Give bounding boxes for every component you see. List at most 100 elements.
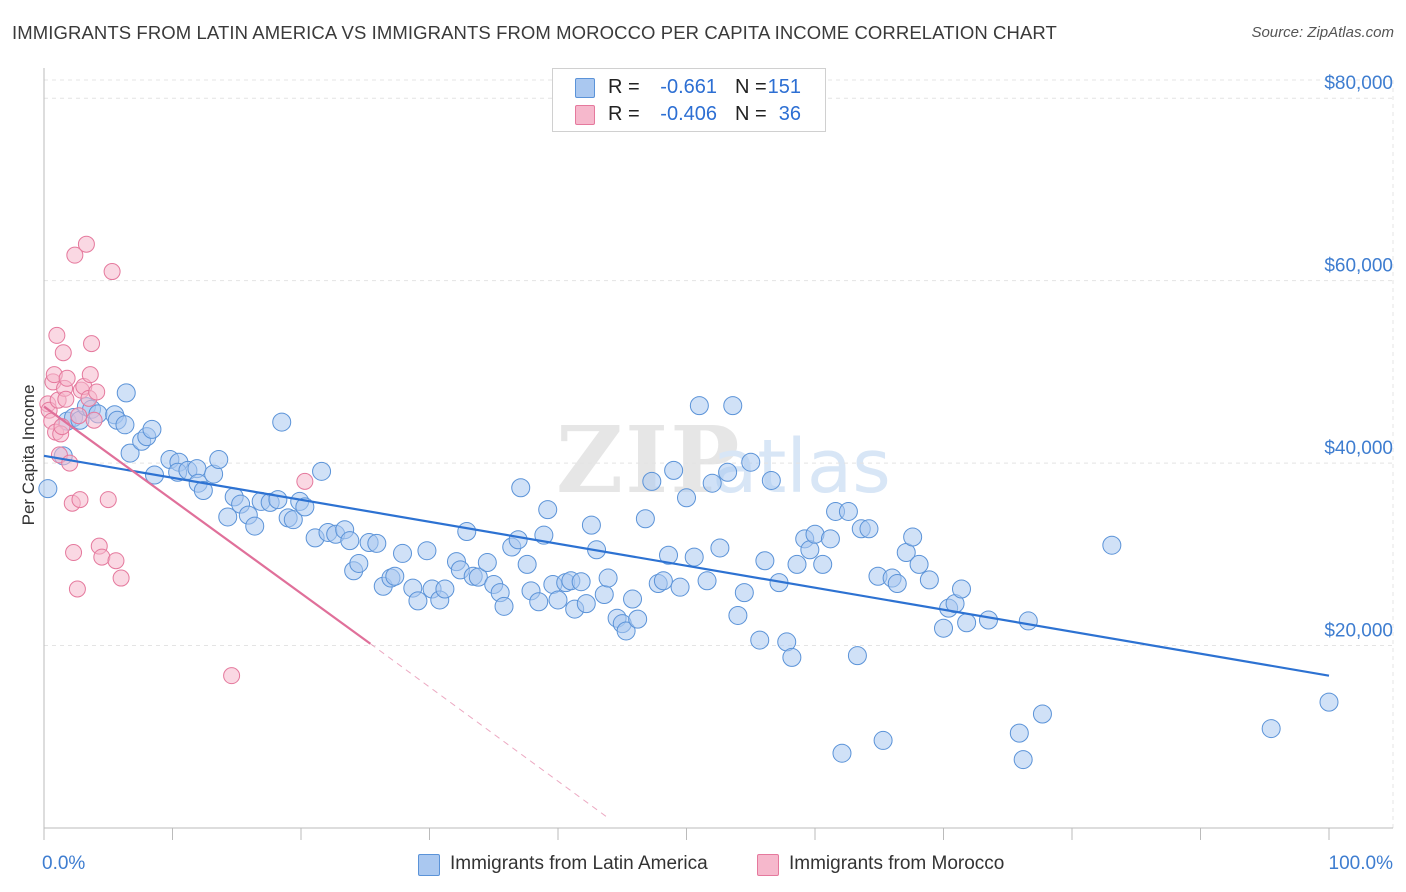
data-point-latin-america <box>209 449 229 469</box>
data-point-morocco <box>88 383 106 401</box>
data-point-latin-america <box>529 592 549 612</box>
data-point-latin-america <box>787 554 807 574</box>
data-point-latin-america <box>1013 750 1033 770</box>
stats-n-value: 151 <box>767 76 801 98</box>
legend-swatch-pink <box>757 854 779 876</box>
data-point-latin-america <box>1102 535 1122 555</box>
data-point-latin-america <box>813 554 833 574</box>
data-point-latin-america <box>934 618 953 638</box>
data-point-morocco <box>112 569 130 587</box>
legend-label: Immigrants from Latin America <box>450 853 708 874</box>
x-tick-label-min: 0.0% <box>42 853 85 874</box>
data-point-morocco <box>93 548 111 566</box>
data-point-latin-america <box>734 583 754 603</box>
stats-r-label: R = <box>608 76 640 98</box>
data-point-latin-america <box>508 530 528 550</box>
data-point-latin-america <box>367 533 387 553</box>
data-point-latin-america <box>598 568 618 588</box>
data-point-morocco <box>107 552 125 570</box>
legend-item-morocco[interactable]: Immigrants from Morocco <box>757 852 1037 878</box>
data-point-latin-america <box>723 396 743 416</box>
stats-n-value: 36 <box>778 103 801 125</box>
data-point-latin-america <box>417 541 437 561</box>
y-tick-label: $60,000 <box>1324 256 1393 277</box>
data-point-latin-america <box>1018 611 1038 631</box>
data-point-latin-america <box>576 594 596 614</box>
data-point-morocco <box>65 544 83 562</box>
data-point-latin-america <box>761 470 781 490</box>
data-point-latin-america <box>616 621 636 641</box>
data-point-latin-america <box>978 610 998 630</box>
stats-r-value: -0.661 <box>660 76 717 98</box>
data-point-morocco <box>85 411 103 429</box>
data-point-latin-america <box>887 574 907 594</box>
data-point-latin-america <box>951 579 971 599</box>
data-point-latin-america <box>457 522 477 542</box>
data-point-morocco <box>61 454 79 472</box>
data-point-latin-america <box>295 497 315 517</box>
data-point-latin-america <box>571 572 591 592</box>
watermark-atlas: atlas <box>712 424 891 510</box>
data-point-latin-america <box>670 577 690 597</box>
data-point-morocco <box>54 344 72 362</box>
stats-swatch-blue <box>575 78 595 98</box>
data-point-morocco <box>83 335 101 353</box>
data-point-latin-america <box>408 591 428 611</box>
series-morocco <box>39 235 314 685</box>
data-point-morocco <box>57 390 75 408</box>
data-point-morocco <box>77 235 95 253</box>
stats-swatch-pink <box>575 105 595 125</box>
data-point-latin-america <box>120 443 140 463</box>
data-point-latin-america <box>689 396 709 416</box>
data-point-latin-america <box>115 415 135 435</box>
data-point-latin-america <box>635 509 655 529</box>
data-point-latin-america <box>628 609 648 629</box>
data-point-latin-america <box>218 507 238 527</box>
data-point-latin-america <box>1319 692 1339 712</box>
data-point-latin-america <box>1032 704 1052 724</box>
legend-item-latin-america[interactable]: Immigrants from Latin America <box>418 852 738 878</box>
data-point-morocco <box>58 369 76 387</box>
data-point-latin-america <box>642 471 662 491</box>
data-point-latin-america <box>477 553 497 573</box>
y-tick-label: $20,000 <box>1324 621 1393 642</box>
data-point-latin-america <box>750 630 770 650</box>
chart-title: IMMIGRANTS FROM LATIN AMERICA VS IMMIGRA… <box>12 22 1057 43</box>
data-point-latin-america <box>820 529 840 549</box>
data-point-morocco <box>70 407 88 425</box>
data-point-latin-america <box>468 567 488 587</box>
trend-line-morocco-extension <box>370 643 610 820</box>
data-point-latin-america <box>393 543 413 563</box>
data-point-latin-america <box>538 500 558 520</box>
data-point-latin-america <box>349 553 369 573</box>
data-point-latin-america <box>193 480 213 500</box>
data-point-morocco <box>71 491 89 509</box>
data-point-latin-america <box>702 473 722 493</box>
data-point-latin-america <box>684 547 704 567</box>
data-point-latin-america <box>272 412 292 432</box>
stats-n-label: N = <box>735 76 767 98</box>
data-point-latin-america <box>581 515 601 535</box>
legend-swatch-blue <box>418 854 440 876</box>
data-point-latin-america <box>859 519 879 539</box>
data-point-latin-america <box>340 531 360 551</box>
data-point-morocco <box>81 366 99 384</box>
data-point-latin-america <box>1009 723 1029 743</box>
watermark-zip: ZIP <box>556 406 741 514</box>
data-point-latin-america <box>245 516 265 536</box>
data-point-latin-america <box>659 545 679 565</box>
data-point-morocco <box>66 246 84 264</box>
data-point-latin-america <box>38 479 58 499</box>
data-point-latin-america <box>832 743 852 763</box>
trend-line-latin-america <box>43 454 1330 677</box>
data-point-morocco <box>103 263 121 281</box>
stats-box: R = -0.661 N = 151 R = -0.406 N = 36 <box>552 68 826 132</box>
stats-row-latin-america: R = -0.661 N = 151 <box>553 74 825 100</box>
data-point-morocco <box>296 472 314 490</box>
data-point-latin-america <box>116 383 136 403</box>
data-point-latin-america <box>847 646 867 666</box>
data-point-latin-america <box>435 579 455 599</box>
stats-row-morocco: R = -0.406 N = 36 <box>553 101 825 127</box>
data-point-latin-america <box>594 584 614 604</box>
